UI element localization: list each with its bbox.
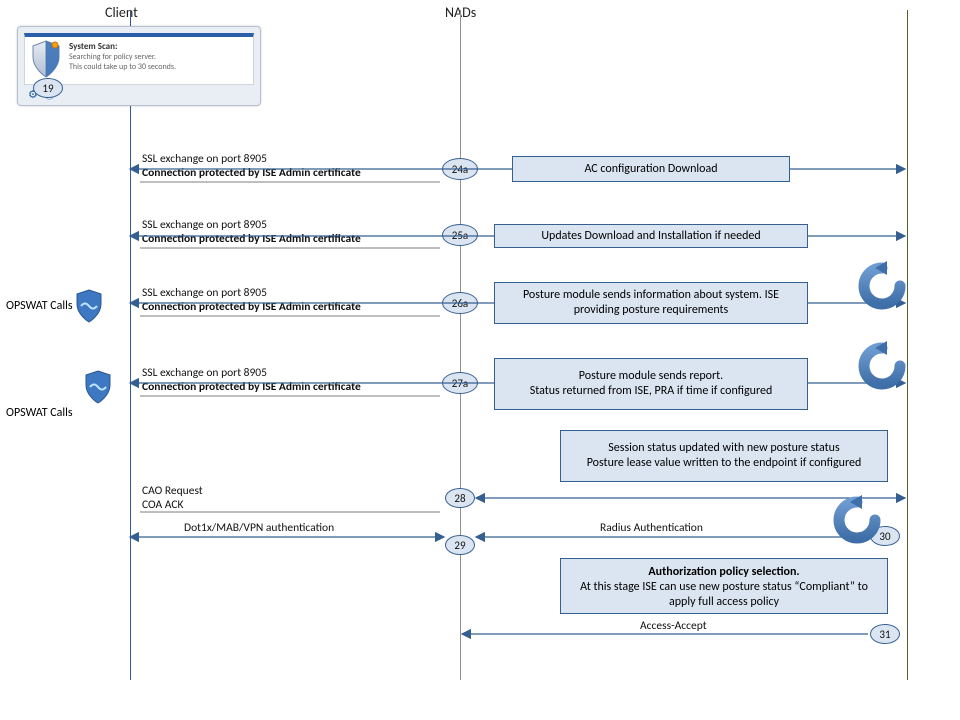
scan-line2: This could take up to 30 seconds. bbox=[69, 62, 247, 72]
system-scan-panel: System Scan: Searching for policy server… bbox=[24, 33, 254, 85]
step-badge-19: 19 bbox=[33, 78, 63, 98]
step-badge-29: 29 bbox=[445, 535, 475, 555]
box-ac-config-download: AC configuration Download bbox=[512, 156, 790, 182]
step-badge-31: 31 bbox=[870, 624, 900, 644]
shield-icon bbox=[84, 370, 112, 404]
step-badge-25a: 25a bbox=[442, 224, 478, 246]
box-updates-download: Updates Download and Installation if nee… bbox=[494, 224, 808, 248]
box-posture-info: Posture module sends information about s… bbox=[494, 282, 808, 324]
box-authz-policy: Authorization policy selection. At this … bbox=[560, 558, 888, 614]
step29-right: Radius Authentication bbox=[600, 521, 703, 535]
lane-client bbox=[130, 10, 131, 680]
shield-icon bbox=[75, 289, 103, 323]
step24-text: SSL exchange on port 8905 Connection pro… bbox=[142, 152, 361, 181]
step29-left: Dot1x/MAB/VPN authentication bbox=[184, 521, 334, 535]
lane-ise bbox=[907, 10, 908, 680]
step-badge-26a: 26a bbox=[442, 292, 478, 314]
box-session-status: Session status updated with new posture … bbox=[560, 430, 888, 482]
step-badge-27a: 27a bbox=[442, 372, 478, 394]
step31-label: Access-Accept bbox=[640, 619, 707, 633]
step-badge-28: 28 bbox=[445, 488, 475, 508]
shield-icon bbox=[29, 39, 63, 79]
step27-text: SSL exchange on port 8905 Connection pro… bbox=[142, 366, 361, 395]
step25-text: SSL exchange on port 8905 Connection pro… bbox=[142, 218, 361, 247]
scan-line1: Searching for policy server. bbox=[69, 52, 247, 62]
step-badge-30: 30 bbox=[870, 526, 900, 546]
step-badge-24a: 24a bbox=[442, 158, 478, 180]
opswat-label-1: OPSWAT Calls bbox=[6, 289, 103, 323]
lane-nads bbox=[460, 10, 461, 680]
scan-title: System Scan: bbox=[69, 41, 247, 52]
box-posture-report: Posture module sends report. Status retu… bbox=[494, 358, 808, 410]
step28-text: CAO Request COA ACK bbox=[142, 484, 203, 513]
authz-title: Authorization policy selection. bbox=[569, 565, 879, 580]
step26-text: SSL exchange on port 8905 Connection pro… bbox=[142, 286, 361, 315]
lane-label-client: Client bbox=[105, 4, 138, 21]
opswat-label-2: OPSWAT Calls bbox=[6, 370, 112, 420]
authz-body: At this stage ISE can use new posture st… bbox=[569, 580, 879, 610]
